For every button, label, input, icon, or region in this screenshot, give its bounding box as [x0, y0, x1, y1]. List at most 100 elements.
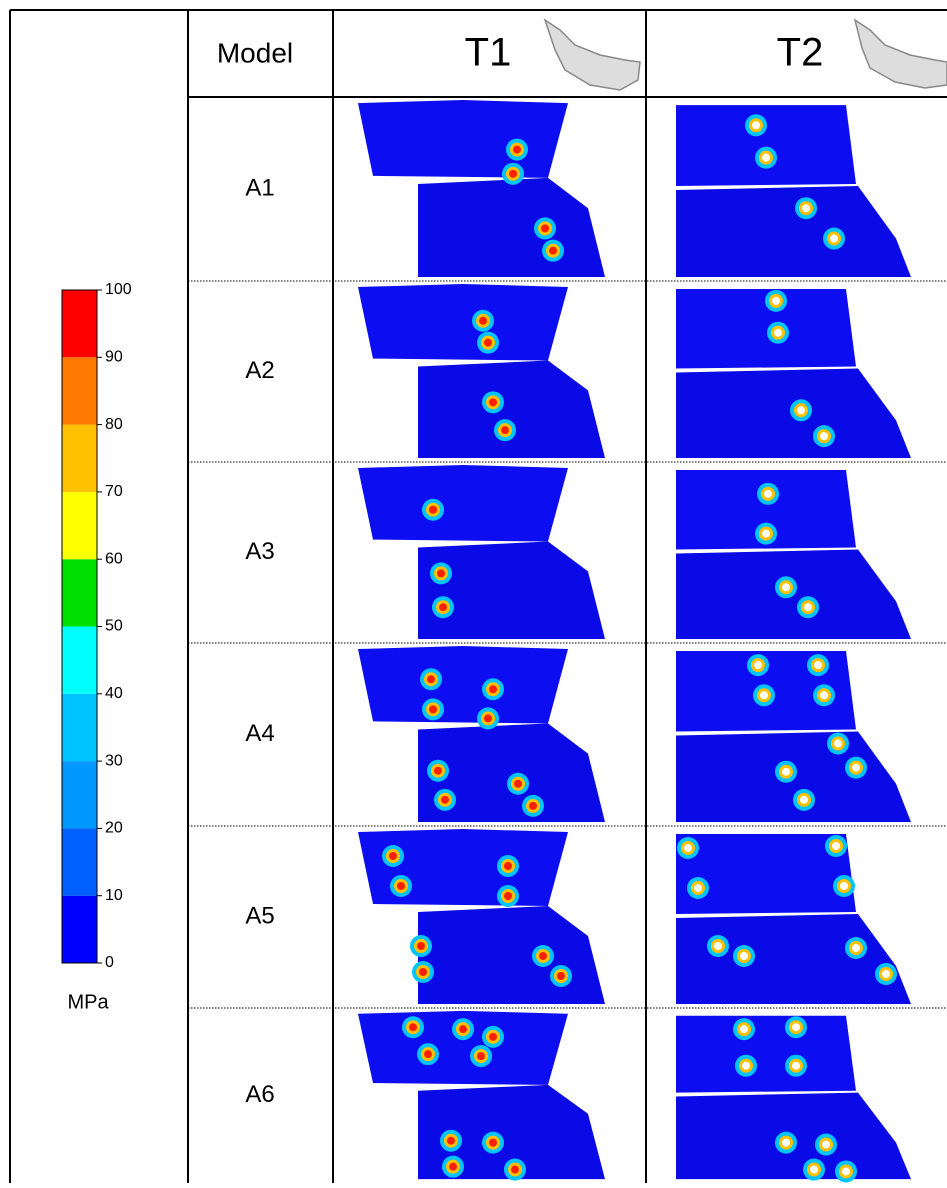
- stress-hotspot: [541, 224, 549, 233]
- stress-hotspot: [822, 1140, 830, 1149]
- stress-hotspot: [694, 884, 702, 892]
- stress-hotspot: [489, 1138, 497, 1147]
- jaw-icon: [543, 18, 947, 91]
- stress-hotspot: [830, 234, 838, 243]
- stress-hotspot: [814, 661, 822, 670]
- stress-hotspot: [840, 882, 848, 890]
- color-band: [62, 559, 97, 627]
- stress-hotspot: [434, 766, 442, 775]
- stress-hotspot: [417, 942, 425, 950]
- colorbar-tick-label: 50: [105, 618, 123, 635]
- colorbar-tick-label: 20: [105, 820, 123, 837]
- stress-hotspot: [439, 603, 447, 612]
- table-frame: [9, 9, 947, 1183]
- stress-hotspot: [684, 844, 692, 852]
- stress-map: [676, 469, 856, 550]
- colorbar-tick-label: 70: [105, 483, 123, 500]
- stress-map: [676, 834, 856, 914]
- stress-hotspot: [792, 1023, 800, 1032]
- stress-hotspot: [714, 942, 722, 950]
- column-header: T2: [777, 31, 824, 75]
- colorbar-tick-label: 40: [105, 685, 123, 702]
- stress-map: [418, 177, 605, 277]
- colorbar-tick-label: 80: [105, 416, 123, 433]
- colorbar-tick-label: 0: [105, 954, 114, 971]
- stress-map: [418, 541, 605, 640]
- stress-hotspot: [882, 970, 890, 978]
- stress-hotspot: [842, 1167, 850, 1176]
- colorbar-tick-label: 30: [105, 752, 123, 769]
- stress-hotspot: [754, 661, 762, 670]
- stress-hotspot: [762, 529, 770, 538]
- stress-map: [418, 723, 605, 822]
- stress-hotspot: [742, 1061, 750, 1070]
- color-band: [62, 828, 97, 896]
- stress-hotspot: [477, 1052, 485, 1061]
- stress-hotspot: [740, 952, 748, 960]
- stress-hotspot: [489, 398, 497, 407]
- stress-hotspot: [764, 489, 772, 498]
- colorbar-tick-label: 100: [105, 281, 132, 298]
- color-band: [62, 357, 97, 425]
- stress-hotspot: [484, 714, 492, 723]
- stress-hotspot: [504, 862, 512, 870]
- stress-hotspot: [810, 1165, 818, 1174]
- stress-map: [418, 1084, 605, 1180]
- stress-hotspot: [447, 1136, 455, 1145]
- stress-hotspot: [437, 569, 445, 578]
- stress-hotspot: [389, 852, 397, 860]
- row-label: A2: [245, 357, 274, 384]
- stress-hotspot: [800, 795, 808, 804]
- row-label: A1: [245, 174, 274, 201]
- row-label: A4: [245, 720, 274, 747]
- stress-hotspot: [409, 1023, 417, 1032]
- stress-hotspot: [792, 1061, 800, 1070]
- stress-hotspot: [424, 1050, 432, 1059]
- stress-hotspot: [740, 1025, 748, 1034]
- stress-hotspot: [489, 1032, 497, 1041]
- stress-hotspot: [782, 1138, 790, 1147]
- stress-hotspot: [513, 145, 521, 154]
- color-band: [62, 424, 97, 492]
- color-band: [62, 693, 97, 762]
- color-band: [62, 761, 97, 829]
- stress-map: [358, 464, 568, 542]
- stress-hotspot: [820, 432, 828, 441]
- stress-map: [676, 105, 856, 186]
- stress-hotspot: [852, 944, 860, 952]
- colorbar-unit: MPa: [67, 991, 109, 1013]
- stress-hotspot: [539, 952, 547, 960]
- stress-hotspot: [514, 779, 522, 788]
- colorbar-tick-label: 10: [105, 887, 123, 904]
- stress-hotspot: [797, 406, 805, 415]
- stress-hotspot: [429, 505, 437, 514]
- stress-hotspot: [449, 1162, 457, 1171]
- stress-hotspot: [484, 338, 492, 347]
- column-header: T1: [465, 31, 512, 75]
- row-label: A3: [245, 538, 274, 565]
- color-band: [62, 491, 97, 560]
- stress-hotspot: [820, 691, 828, 700]
- stress-hotspot: [509, 169, 517, 178]
- stress-map: [418, 906, 605, 1004]
- stress-hotspot: [459, 1025, 467, 1034]
- stress-map: [676, 288, 856, 369]
- stress-hotspot: [397, 882, 405, 890]
- stress-hotspot: [549, 246, 557, 255]
- header-model: Model: [217, 37, 293, 68]
- stress-map: [358, 100, 568, 178]
- row-label: A5: [245, 902, 274, 929]
- colorbar-tick-label: 60: [105, 550, 123, 567]
- stress-hotspot: [752, 121, 760, 130]
- stress-hotspot: [479, 316, 487, 325]
- stress-hotspot: [782, 583, 790, 592]
- stress-map: [358, 646, 568, 724]
- stress-hotspot: [504, 892, 512, 900]
- stress-map: [418, 360, 605, 459]
- stress-hotspot: [529, 801, 537, 810]
- color-band: [62, 626, 97, 694]
- stress-map: [358, 829, 568, 906]
- stress-map: [676, 914, 911, 1004]
- stress-map: [358, 283, 568, 361]
